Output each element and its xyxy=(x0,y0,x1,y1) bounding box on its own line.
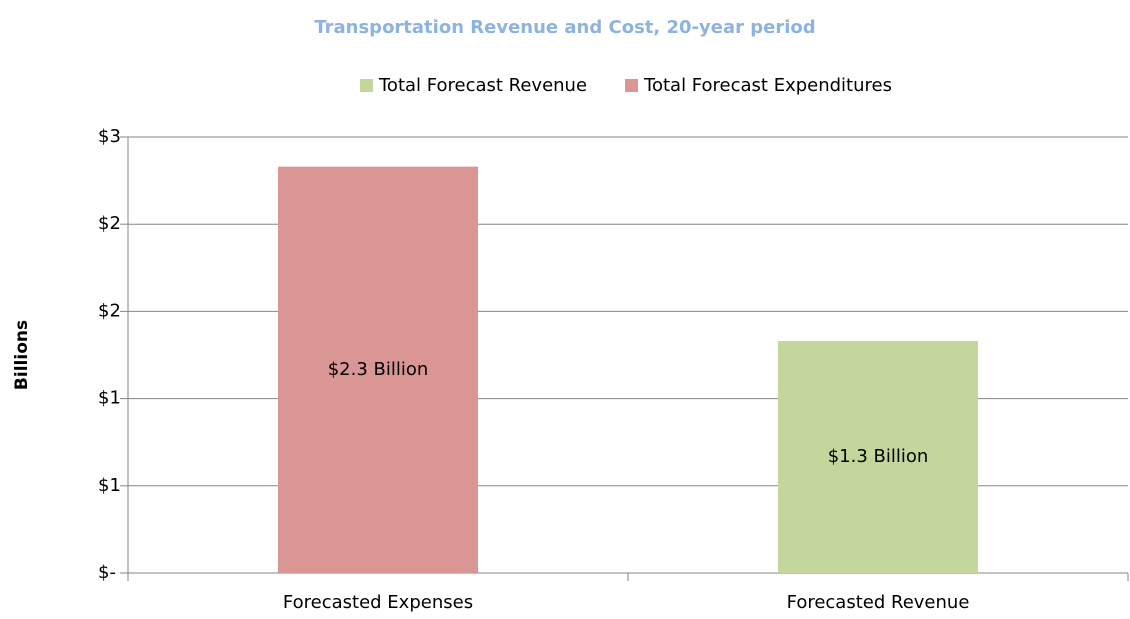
legend-swatch xyxy=(360,79,373,92)
y-tick-label: $1 xyxy=(98,475,121,496)
x-tick-label: Forecasted Expenses xyxy=(283,592,473,613)
y-tick-label: $2 xyxy=(98,213,121,234)
data-label: $2.3 Billion xyxy=(328,359,429,380)
chart-title: Transportation Revenue and Cost, 20-year… xyxy=(314,17,815,38)
data-label: $1.3 Billion xyxy=(828,446,929,467)
y-tick-label: $1 xyxy=(98,388,121,409)
legend-swatch xyxy=(625,79,639,92)
y-tick-label: $3 xyxy=(98,126,121,147)
bar xyxy=(778,341,978,573)
y-tick-label: $- xyxy=(98,562,116,583)
x-tick-label: Forecasted Revenue xyxy=(787,592,970,613)
legend-label: Total Forecast Expenditures xyxy=(643,75,892,96)
y-axis-label: Billions xyxy=(12,320,32,390)
bar xyxy=(278,166,478,573)
legend-label: Total Forecast Revenue xyxy=(378,75,587,96)
y-tick-label: $2 xyxy=(98,300,121,321)
